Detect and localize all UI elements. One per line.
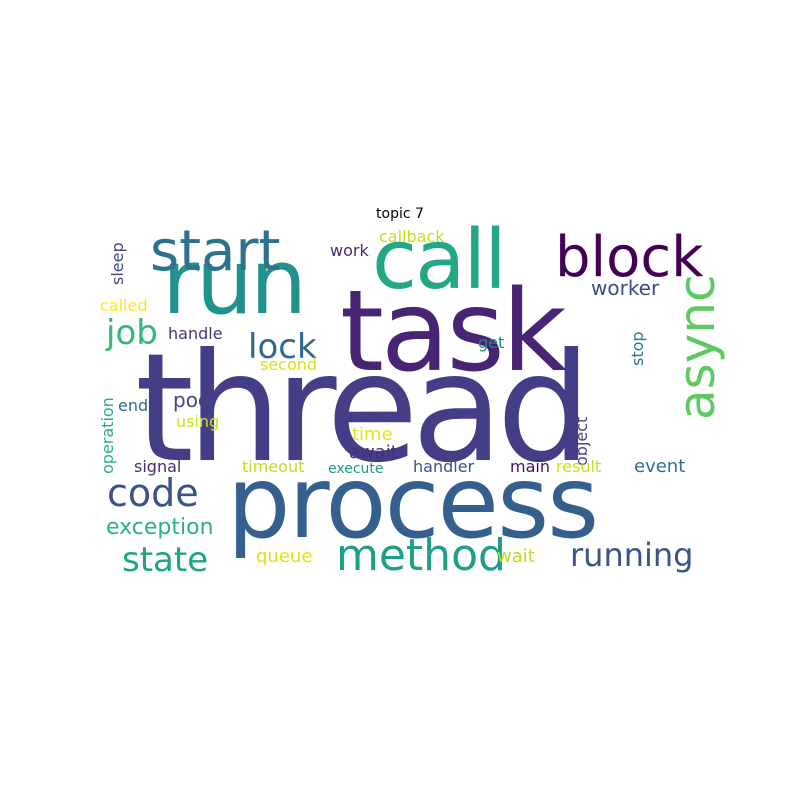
word-worker: worker (591, 276, 660, 300)
word-main: main (510, 457, 550, 476)
word-wait: wait (497, 546, 535, 567)
word-method: method (336, 530, 506, 581)
word-end: end (118, 396, 149, 415)
word-second: second (260, 355, 318, 374)
word-get: get (478, 333, 505, 352)
word-using: using (176, 412, 220, 431)
word-work: work (330, 241, 369, 260)
word-called: called (100, 296, 148, 315)
word-state: state (122, 540, 209, 580)
word-pool: pool (173, 388, 216, 412)
word-execute: execute (328, 461, 384, 477)
word-task: task (340, 267, 567, 397)
word-process: process (227, 444, 599, 561)
word-code: code (107, 471, 199, 515)
word-async: async (668, 274, 726, 420)
word-signal: signal (134, 457, 182, 476)
word-handler: handler (413, 457, 475, 476)
word-call: call (372, 213, 507, 308)
word-event: event (634, 456, 686, 477)
word-handle: handle (168, 324, 223, 343)
word-sleep: sleep (108, 242, 127, 285)
word-result: result (556, 457, 602, 476)
word-lock: lock (248, 327, 317, 367)
word-timeout: timeout (242, 457, 305, 476)
word-start: start (150, 219, 281, 284)
word-cloud: thread process task run call start block… (98, 220, 726, 588)
word-thread: thread (135, 322, 592, 496)
word-operation: operation (98, 397, 117, 474)
word-time: time (352, 424, 393, 445)
word-queue: queue (256, 546, 313, 567)
chart-title: topic 7 (376, 206, 424, 222)
word-running: running (570, 536, 694, 574)
word-job: job (106, 313, 158, 353)
word-block: block (555, 225, 704, 290)
word-callback: callback (379, 227, 445, 246)
word-run: run (162, 230, 307, 335)
word-await: await (349, 442, 398, 463)
word-exception: exception (106, 515, 214, 540)
word-stop: stop (628, 331, 647, 366)
